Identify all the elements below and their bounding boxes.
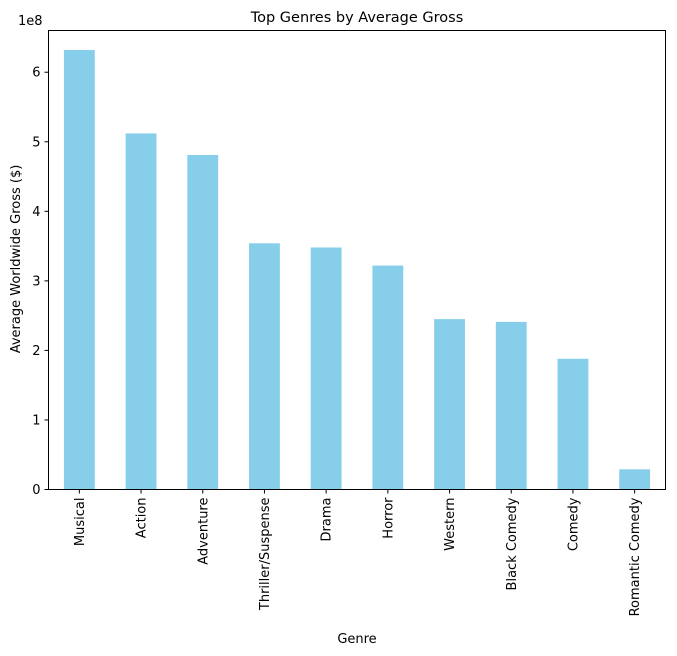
y-axis-label: Average Worldwide Gross ($) (9, 165, 24, 354)
bar (310, 247, 342, 490)
bar (495, 321, 527, 490)
x-tick-label: Black Comedy (505, 497, 520, 590)
y-tick-label: 3 (32, 274, 40, 289)
bar (63, 49, 95, 490)
bar (372, 265, 404, 490)
y-tick-label: 5 (32, 135, 40, 150)
x-tick-label: Adventure (196, 498, 211, 565)
y-tick-label: 1 (32, 413, 40, 428)
plot-frame (48, 30, 666, 490)
y-tick-label: 6 (32, 66, 40, 81)
bar (187, 154, 219, 490)
x-tick-label: Thriller/Suspense (258, 498, 273, 612)
x-tick-label: Musical (73, 498, 88, 547)
y-offset-label: 1e8 (18, 14, 43, 29)
y-tick-label: 4 (32, 205, 40, 220)
x-tick-label: Romantic Comedy (628, 497, 643, 616)
bar (249, 243, 280, 490)
bar (125, 133, 157, 490)
x-tick-label: Drama (320, 498, 335, 542)
x-axis-label: Genre (337, 632, 376, 647)
bar (434, 319, 465, 490)
bar (619, 469, 651, 490)
x-tick-label: Horror (381, 497, 396, 539)
x-tick-label: Western (443, 498, 458, 551)
bar (557, 358, 589, 490)
x-tick-label: Comedy (566, 497, 581, 551)
x-tick-label: Action (135, 498, 150, 539)
chart-title: Top Genres by Average Gross (250, 10, 464, 26)
y-tick-label: 0 (32, 483, 40, 498)
y-tick-label: 2 (32, 344, 40, 359)
